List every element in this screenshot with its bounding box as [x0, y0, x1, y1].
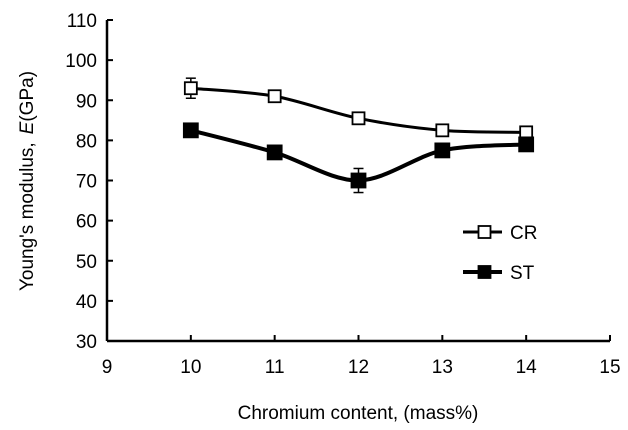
legend-item-cr: CR [463, 223, 537, 244]
data-point-cr [183, 81, 198, 96]
x-tick-label: 12 [348, 357, 369, 378]
series-layer [182, 77, 535, 194]
legend-marker [477, 225, 492, 239]
data-point-cr [267, 89, 282, 104]
y-tick-label: 100 [65, 51, 97, 72]
x-axis-ticks: 9 10 11 12 13 14 15 [102, 335, 621, 378]
x-tick-label: 15 [599, 357, 620, 378]
y-axis-title-unit: (GPa) [17, 71, 38, 122]
series-line-cr [190, 86, 527, 134]
legend: CR ST [463, 223, 537, 284]
series-st [182, 122, 535, 194]
y-tick-label: 110 [67, 11, 97, 32]
series-cr [183, 77, 534, 140]
y-axis-title-symbol: E [17, 121, 38, 134]
data-point-st [434, 142, 451, 159]
plot-area: 30 40 50 60 70 80 90 100 110 9 10 11 12 13 14 15 [65, 11, 620, 378]
data-point-st [350, 172, 367, 189]
y-axis-ticks: 30 40 50 60 70 80 90 100 110 [65, 11, 113, 353]
y-tick-label: 70 [76, 172, 97, 193]
data-point-cr [435, 123, 450, 138]
data-point-st [518, 136, 535, 153]
x-axis-title: Chromium content, (mass%) [238, 403, 479, 424]
legend-label: CR [510, 223, 537, 244]
data-point-st [182, 122, 199, 139]
y-tick-label: 30 [76, 332, 97, 353]
x-tick-label: 14 [516, 357, 538, 378]
data-point-st [266, 144, 283, 161]
legend-item-st: ST [463, 263, 535, 284]
y-tick-label: 80 [76, 131, 97, 152]
x-tick-label: 11 [265, 357, 285, 378]
x-tick-label: 9 [102, 357, 113, 378]
x-tick-label: 10 [180, 357, 201, 378]
y-tick-label: 90 [76, 91, 97, 112]
y-tick-label: 60 [76, 212, 97, 233]
legend-label: ST [510, 263, 535, 284]
y-axis-title: Young's modulus, E(GPa) [17, 71, 38, 291]
legend-marker [477, 265, 492, 279]
data-point-cr [351, 111, 366, 126]
y-tick-label: 50 [76, 252, 97, 273]
y-axis-title-text: Young's modulus, [17, 142, 38, 291]
y-tick-label: 40 [76, 292, 97, 313]
x-tick-label: 13 [432, 357, 453, 378]
